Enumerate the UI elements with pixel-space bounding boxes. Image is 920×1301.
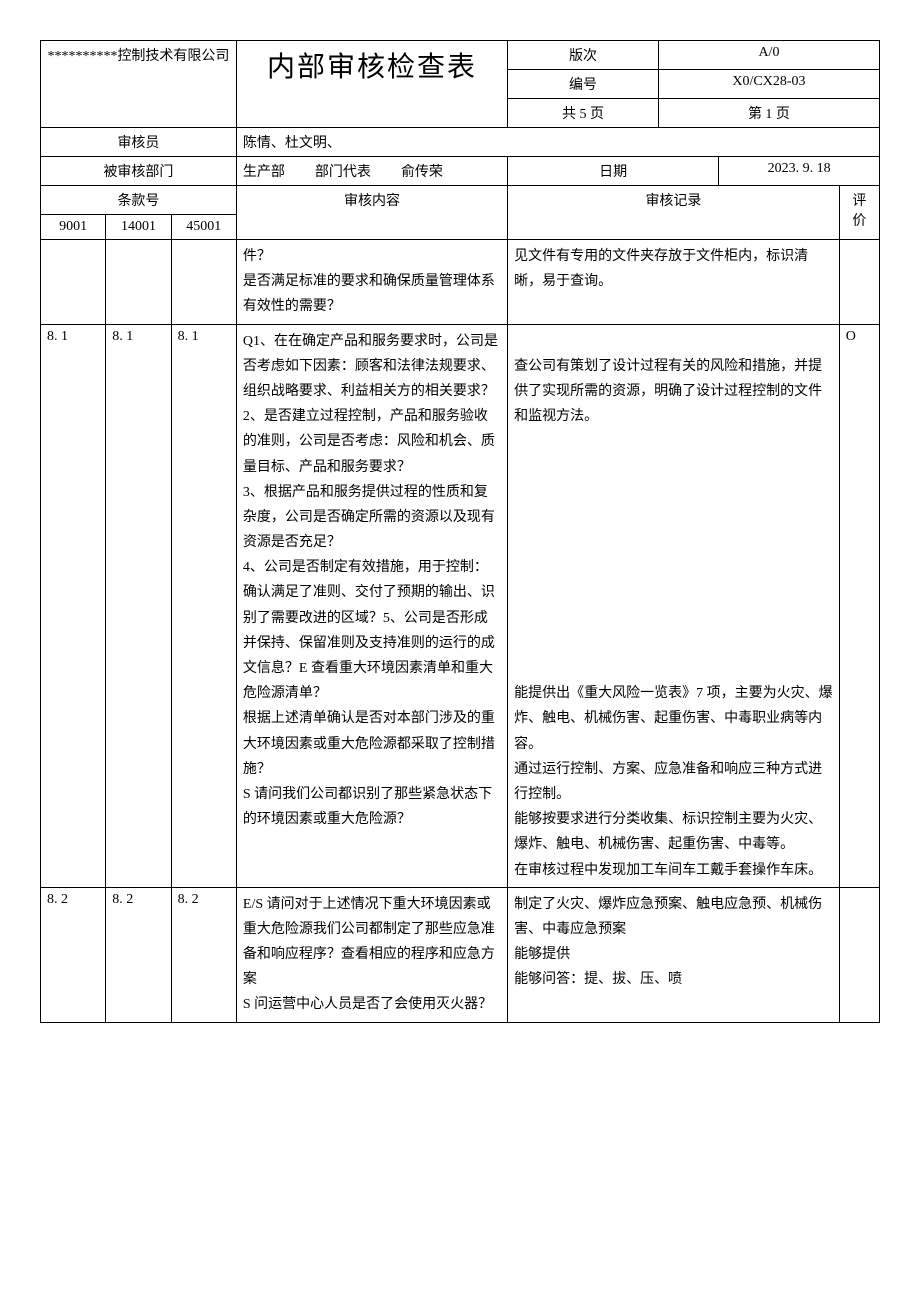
clause-9001: 8. 1 [41,324,106,887]
table-row: 件？ 是否满足标准的要求和确保质量管理体系有效性的需要？见文件有专用的文件夹存放… [41,240,880,325]
eval-value [839,887,879,1022]
eval-value [839,240,879,325]
audit-record: 查公司有策划了设计过程有关的风险和措施，并提供了实现所需的资源，明确了设计过程控… [508,324,840,887]
audit-form-table: **********控制技术有限公司 内部审核检查表 版次 A/0 编号 X0/… [40,40,880,1023]
page-current: 第 1 页 [658,99,879,128]
date-value: 2023. 9. 18 [719,157,880,186]
col-45001: 45001 [171,215,236,240]
clause-45001: 8. 1 [171,324,236,887]
company-name: **********控制技术有限公司 [41,41,237,128]
form-title: 内部审核检查表 [236,41,507,128]
auditor-label: 审核员 [41,128,237,157]
table-row: 8. 18. 18. 1Q1、在在确定产品和服务要求时，公司是否考虑如下因素：顾… [41,324,880,887]
eval-value: O [839,324,879,887]
audit-content: Q1、在在确定产品和服务要求时，公司是否考虑如下因素：顾客和法律法规要求、组织战… [236,324,507,887]
clause-9001: 8. 2 [41,887,106,1022]
date-label: 日期 [508,157,719,186]
dept-rep-value: 俞传荣 [401,161,443,181]
audit-content: 件？ 是否满足标准的要求和确保质量管理体系有效性的需要？ [236,240,507,325]
audited-dept-value: 生产部 [243,161,285,181]
version-value: A/0 [658,41,879,70]
doc-no-value: X0/CX28-03 [658,70,879,99]
dept-rep-label: 部门代表 [315,161,371,181]
audited-dept-label: 被审核部门 [41,157,237,186]
dept-and-rep: 生产部 部门代表 俞传荣 [236,157,507,186]
clause-14001 [106,240,171,325]
audit-record: 见文件有专用的文件夹存放于文件柜内，标识清晰，易于查询。 [508,240,840,325]
clause-header: 条款号 [41,186,237,215]
col-14001: 14001 [106,215,171,240]
record-header: 审核记录 [508,186,840,240]
doc-no-label: 编号 [508,70,659,99]
audit-record: 制定了火灾、爆炸应急预案、触电应急预、机械伤害、中毒应急预案 能够提供 能够问答… [508,887,840,1022]
auditor-value: 陈情、杜文明、 [236,128,879,157]
audit-content: E/S 请问对于上述情况下重大环境因素或重大危险源我们公司都制定了那些应急准备和… [236,887,507,1022]
table-row: 8. 28. 28. 2E/S 请问对于上述情况下重大环境因素或重大危险源我们公… [41,887,880,1022]
clause-14001: 8. 1 [106,324,171,887]
clause-14001: 8. 2 [106,887,171,1022]
clause-45001: 8. 2 [171,887,236,1022]
eval-header: 评价 [839,186,879,240]
col-9001: 9001 [41,215,106,240]
clause-9001 [41,240,106,325]
version-label: 版次 [508,41,659,70]
clause-45001 [171,240,236,325]
content-header: 审核内容 [236,186,507,240]
page-total: 共 5 页 [508,99,659,128]
